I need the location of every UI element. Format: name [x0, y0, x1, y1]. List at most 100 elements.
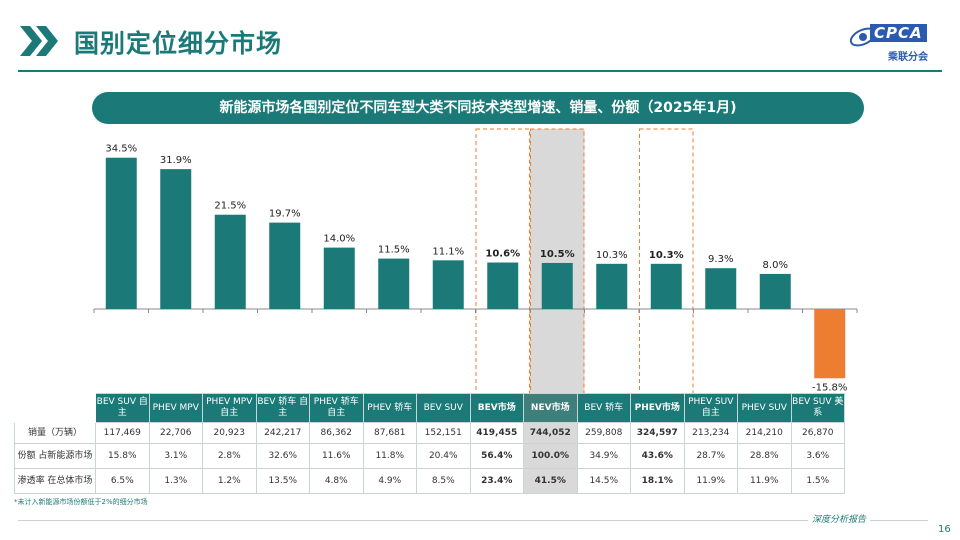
table-header-cell: BEV SUV 美系: [790, 393, 845, 423]
bar: [378, 258, 410, 309]
table-cell: 259,808: [576, 422, 631, 444]
table-cell: 14.5%: [576, 468, 631, 494]
data-label: 21.5%: [214, 201, 246, 212]
table-cell: 11.6%: [309, 443, 364, 469]
table-cell: 32.6%: [255, 443, 310, 469]
table-cell: 20,923: [202, 422, 257, 444]
table-row-label: 销量（万辆）: [14, 422, 96, 444]
table-cell: 28.8%: [737, 443, 792, 469]
bar: [269, 222, 301, 309]
table-cell: 56.4%: [469, 443, 524, 469]
table-cell: 100.0%: [523, 443, 578, 469]
table-header-cell: PHEV SUV 自主: [683, 393, 738, 423]
bar: [814, 309, 846, 379]
table-cell: 324,597: [630, 422, 685, 444]
double-chevron-icon: [20, 26, 58, 56]
page-title: 国别定位细分市场: [74, 29, 283, 58]
bar: [214, 214, 246, 309]
table-header-cell: BEV SUV: [416, 393, 471, 423]
table-cell: 1.5%: [790, 468, 845, 494]
logo-subtext: 乘联分会: [888, 52, 928, 63]
chart-subtitle: 新能源市场各国别定位不同车型大类不同技术类型增速、销量、份额（2025年1月): [92, 92, 864, 124]
bar: [105, 157, 137, 309]
table-cell: 18.1%: [630, 468, 685, 494]
highlight-box: [530, 128, 585, 395]
table-cell: 152,151: [416, 422, 471, 444]
table-cell: 8.5%: [416, 468, 471, 494]
table-cell: 23.4%: [469, 468, 524, 494]
bar: [487, 262, 519, 309]
table-cell: 1.2%: [202, 468, 257, 494]
data-label: 10.6%: [485, 249, 520, 260]
table-cell: 214,210: [737, 422, 792, 444]
table-cell: 117,469: [95, 422, 150, 444]
data-label: 19.7%: [269, 209, 301, 220]
header: 国别定位细分市场 CPCA 乘联分会: [0, 0, 960, 72]
data-label: 14.0%: [323, 234, 355, 245]
table-cell: 43.6%: [630, 443, 685, 469]
table-row: 渗透率 在总体市场 6.5% 1.3% 1.2% 13.5% 4.8% 4.9% 8.5% 23…: [14, 468, 845, 494]
table-cell: 11.9%: [737, 468, 792, 494]
table-cell: 1.3%: [148, 468, 203, 494]
bar: [650, 263, 682, 309]
table-cell: 419,455: [469, 422, 524, 444]
table-cell: 11.8%: [362, 443, 417, 469]
table-row: 份额 占新能源市场 15.8% 3.1% 2.8% 32.6% 11.6% 11.8% 20.…: [14, 443, 845, 469]
table-cell: 744,052: [523, 422, 578, 444]
bar: [596, 263, 628, 309]
header-divider: [18, 70, 942, 72]
data-label: -15.8%: [812, 382, 847, 393]
table-cell: 41.5%: [523, 468, 578, 494]
table-cell: 3.6%: [790, 443, 845, 469]
table-header-cell: PHEV MPV: [148, 393, 203, 423]
table-cell: 13.5%: [255, 468, 310, 494]
table-header-row: BEV SUV 自主 PHEV MPV PHEV MPV自主 BEV 轿车 自主 PHE…: [14, 393, 845, 423]
table-cell: 213,234: [683, 422, 738, 444]
table-row: 销量（万辆） 117,469 22,706 20,923 242,217 86,362 87…: [14, 422, 845, 444]
table-cell: 15.8%: [95, 443, 150, 469]
highlight-box: [639, 128, 694, 395]
table-header-cell: BEV 轿车: [576, 393, 631, 423]
table-cell: 3.1%: [148, 443, 203, 469]
table-header-cell: PHEV MPV自主: [202, 393, 257, 423]
data-label: 10.3%: [649, 250, 684, 261]
data-label: 10.5%: [540, 249, 575, 260]
bar: [541, 262, 573, 309]
table-cell: 242,217: [255, 422, 310, 444]
data-label: 8.0%: [763, 260, 788, 271]
table-cell: 86,362: [309, 422, 364, 444]
table-row-label: 渗透率 在总体市场: [14, 468, 96, 494]
logo-text: CPCA: [870, 24, 927, 42]
table-cell: 28.7%: [683, 443, 738, 469]
table-cell: 22,706: [148, 422, 203, 444]
bar: [323, 247, 355, 309]
bar: [432, 260, 464, 309]
data-label: 9.3%: [708, 254, 733, 265]
table-cell: 6.5%: [95, 468, 150, 494]
bar-chart: 34.5% 31.9% 21.5% 19.7% 14.0% 11.5% 11.1% 10.6%…: [93, 128, 858, 395]
data-label: 34.5%: [105, 144, 137, 155]
data-table: BEV SUV 自主 PHEV MPV PHEV MPV自主 BEV 轿车 自主 PHE…: [14, 393, 845, 494]
table-cell: 87,681: [362, 422, 417, 444]
data-label: 11.5%: [378, 245, 410, 256]
bar: [705, 268, 737, 309]
table-header-cell: BEV市场: [469, 393, 524, 423]
table-row-label: 份额 占新能源市场: [14, 443, 96, 469]
report-tag: 深度分析报告: [808, 512, 871, 525]
table-corner: [14, 393, 96, 423]
table-cell: 4.8%: [309, 468, 364, 494]
table-header-cell: BEV SUV 自主: [95, 393, 150, 423]
page-number: 16: [938, 524, 951, 535]
table-cell: 11.9%: [683, 468, 738, 494]
table-cell: 4.9%: [362, 468, 417, 494]
table-cell: 20.4%: [416, 443, 471, 469]
table-header-cell: PHEV 轿车: [362, 393, 417, 423]
bar: [759, 273, 791, 309]
table-header-cell: NEV市场: [523, 393, 578, 423]
table-cell: 2.8%: [202, 443, 257, 469]
footnote: *未计入新能源市场份额低于2%的细分市场: [14, 498, 148, 506]
table-header-cell: PHEV市场: [630, 393, 685, 423]
data-label: 11.1%: [432, 246, 464, 257]
data-label: 10.3%: [596, 250, 628, 261]
table-header-cell: PHEV SUV: [737, 393, 792, 423]
